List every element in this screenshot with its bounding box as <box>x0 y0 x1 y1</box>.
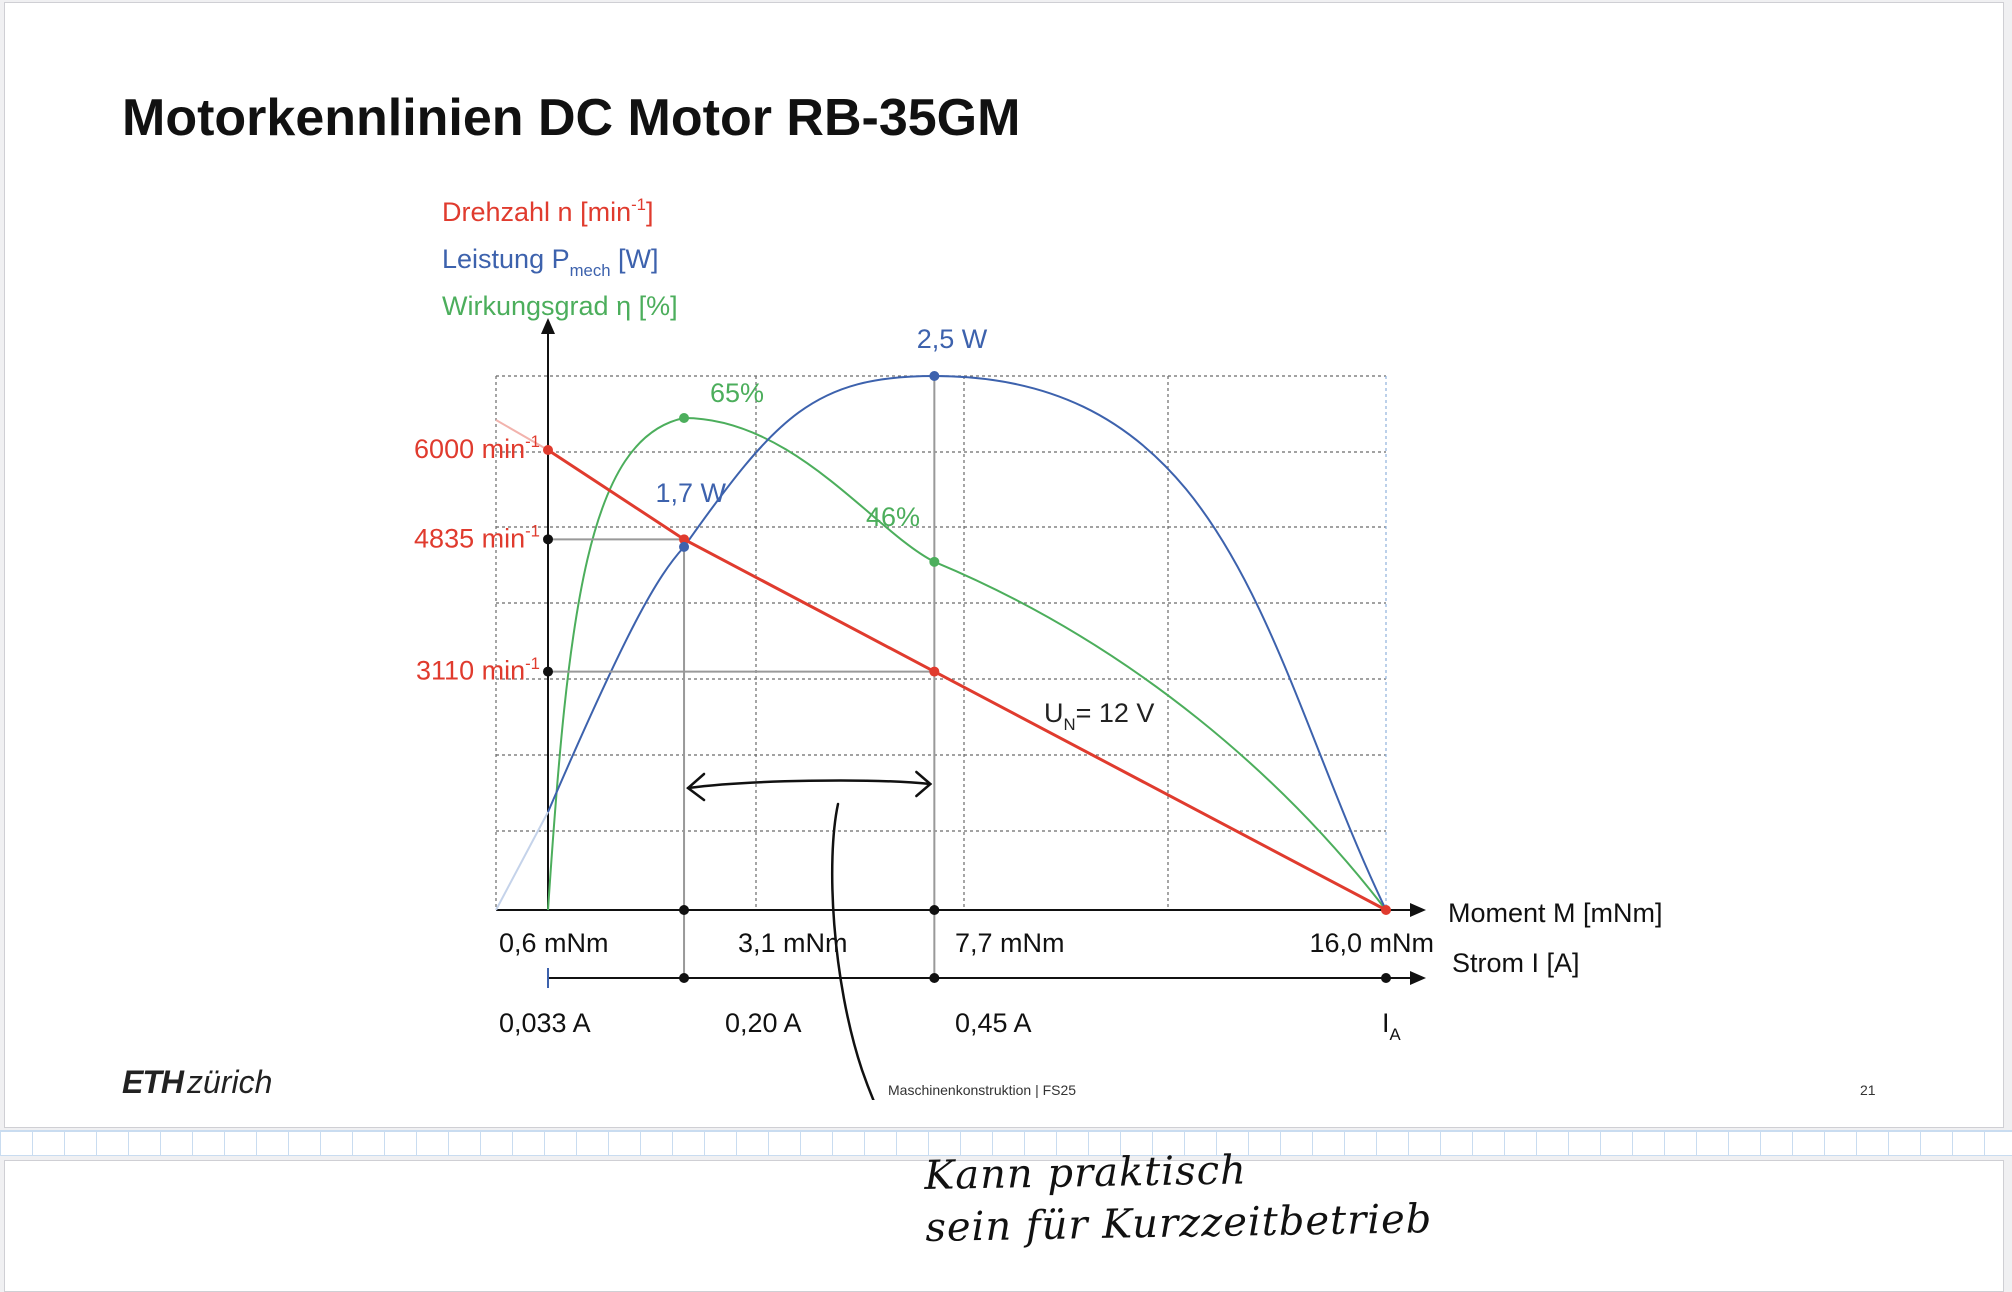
value-point-3 <box>929 556 940 567</box>
current-label-3: IA <box>1382 1008 1402 1044</box>
note-pointer-line <box>830 802 875 1100</box>
operating-range-arrowhead-left <box>686 772 706 802</box>
speed-line <box>547 448 1387 912</box>
current-label-1: 0,20 A <box>725 1008 802 1038</box>
torque-label-0: 0,6 mNm <box>499 928 609 958</box>
point-label-3: 46% <box>866 502 920 532</box>
current-axis-arrow <box>1410 971 1426 985</box>
slide-page <box>4 2 2004 1128</box>
current-axis-title: Strom I [A] <box>1452 948 1580 978</box>
power-curve <box>547 374 1387 911</box>
chart-axes <box>496 318 1426 988</box>
operating-range-arrowhead-right <box>915 770 933 798</box>
handwritten-note: Kann praktisch sein für Kurzzeitbetrieb <box>924 1141 1446 1254</box>
value-point-2 <box>679 413 690 423</box>
notebook-grid-strip <box>0 1130 2012 1156</box>
operating-range-arrow <box>686 779 932 790</box>
efficiency-curve <box>547 416 1387 911</box>
speed-label-0: 6000 min-1 <box>414 432 540 464</box>
speed-axis-point-0 <box>543 534 553 545</box>
chart-text: Drehzahl n [min-1] Leistung Pmech [W] Wirk… <box>414 195 1663 1100</box>
logo-rest: zürich <box>187 1064 273 1100</box>
torque-label-1: 3,1 mNm <box>738 928 848 958</box>
next-page <box>4 1160 2004 1292</box>
speed-label-1: 4835 min-1 <box>414 522 540 554</box>
chart-points <box>543 371 1391 983</box>
x-axis-arrow <box>1410 903 1426 917</box>
point-label-1: 1,7 W <box>655 478 726 508</box>
speed-label-2: 3110 min-1 <box>416 654 540 686</box>
current-tick-point-2 <box>929 973 940 983</box>
x-axis-title: Moment M [mNm] <box>1448 898 1663 928</box>
speed-point-2 <box>929 666 940 677</box>
current-tick-point-3 <box>1381 973 1391 983</box>
chart-grid <box>495 375 1387 910</box>
y-legend-0: Drehzahl n [min-1] <box>442 195 654 227</box>
chart-curves <box>495 374 1387 912</box>
current-label-2: 0,45 A <box>955 1008 1032 1038</box>
value-point-1 <box>679 541 690 552</box>
speed-axis-point-1 <box>543 666 553 677</box>
speed-point-1 <box>679 534 690 545</box>
power-curve-extension <box>495 811 549 911</box>
voltage-label: UN= 12 V <box>1044 698 1154 734</box>
chart-guide-lines <box>548 376 936 978</box>
page-number: 21 <box>1860 1082 1876 1098</box>
y-legend-2: Wirkungsgrad η [%] <box>442 291 678 321</box>
y-legend-1: Leistung Pmech [W] <box>442 244 659 280</box>
eth-zurich-logo: ETH zürich <box>122 1064 272 1101</box>
handwritten-note-line-2: sein für Kurzzeitbetrieb <box>924 1196 1433 1251</box>
motor-characteristics-chart: Drehzahl n [min-1] Leistung Pmech [W] Wirk… <box>414 195 1663 1100</box>
value-point-0 <box>929 371 940 381</box>
speed-line-extension <box>495 419 549 451</box>
current-label-0: 0,033 A <box>499 1008 591 1038</box>
speed-point-0 <box>543 445 553 455</box>
torque-tick-point-1 <box>679 905 690 915</box>
point-label-0: 2,5 W <box>917 324 988 354</box>
slide-title: Motorkennlinien DC Motor RB-35GM <box>122 89 1021 147</box>
logo-bold: ETH <box>122 1064 184 1100</box>
current-tick-point-1 <box>679 973 690 983</box>
torque-tick-point-2 <box>929 905 940 915</box>
point-label-2: 65% <box>710 378 764 408</box>
speed-point-3 <box>1381 905 1391 915</box>
handwritten-note-line-1: Kann praktisch <box>924 1147 1248 1199</box>
slide-footer: Maschinenkonstruktion | FS25 <box>888 1082 1077 1098</box>
y-axis-arrow <box>541 318 555 334</box>
torque-label-3: 16,0 mNm <box>1309 928 1434 958</box>
torque-label-2: 7,7 mNm <box>955 928 1065 958</box>
